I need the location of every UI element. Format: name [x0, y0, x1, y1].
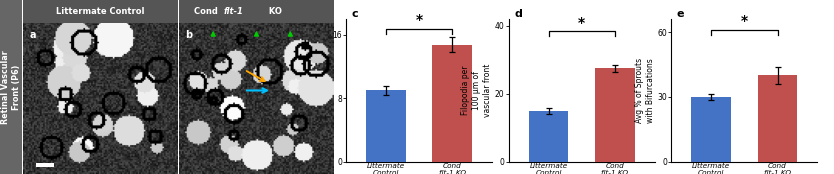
Bar: [23, 0, 178, 23]
Bar: [529, 111, 569, 162]
Text: Cond: Cond: [194, 7, 221, 16]
Text: *: *: [415, 13, 423, 27]
Bar: [432, 45, 472, 162]
Bar: [595, 68, 635, 162]
Bar: [36, 163, 54, 167]
Bar: [757, 75, 797, 162]
Text: Littermate Control: Littermate Control: [56, 7, 145, 16]
Text: c: c: [351, 9, 358, 19]
Text: b: b: [185, 30, 193, 39]
Text: e: e: [676, 9, 684, 19]
Bar: [366, 90, 406, 162]
Text: *: *: [741, 14, 748, 29]
Text: *: *: [578, 15, 585, 30]
Text: KO: KO: [266, 7, 282, 16]
Y-axis label: Filopodia per
100 μm of
vascular front: Filopodia per 100 μm of vascular front: [461, 64, 492, 117]
Text: a: a: [29, 30, 36, 39]
Bar: [179, 0, 334, 23]
Y-axis label: Avg % of Sprouts
with Bifurcations: Avg % of Sprouts with Bifurcations: [635, 58, 655, 123]
Y-axis label: Sprouts per mm of
vascular front: Sprouts per mm of vascular front: [309, 55, 329, 126]
Text: d: d: [514, 9, 522, 19]
Text: flt-1: flt-1: [224, 7, 244, 16]
Text: Retinal Vascular
Front (P6): Retinal Vascular Front (P6): [1, 50, 21, 124]
Bar: [691, 97, 731, 162]
